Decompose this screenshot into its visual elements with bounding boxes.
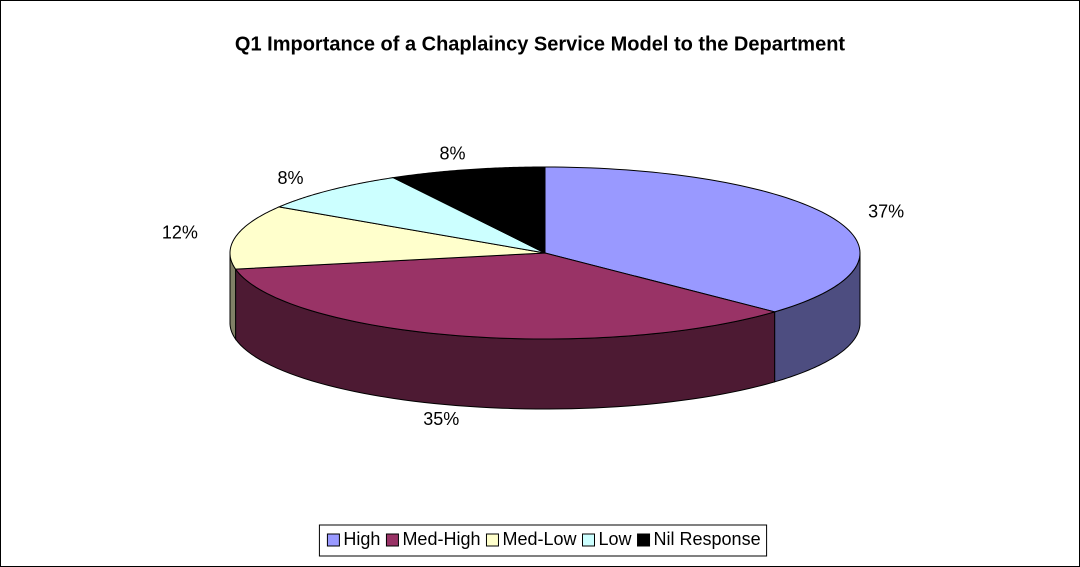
legend-label: Med-High — [402, 529, 480, 549]
data-label: 8% — [440, 143, 466, 163]
legend-label: Low — [599, 529, 633, 549]
legend-swatch — [326, 533, 340, 547]
pie-slice — [391, 166, 546, 254]
legend-swatch — [637, 533, 651, 547]
legend-label: Nil Response — [654, 529, 761, 549]
legend-swatch — [485, 533, 499, 547]
legend-label: Med-Low — [502, 529, 577, 549]
legend-swatch — [582, 533, 595, 547]
data-label: 35% — [423, 409, 459, 429]
pie-slice — [234, 252, 777, 340]
chart-title: Q1 Importance of a Chaplaincy Service Mo… — [235, 33, 845, 55]
data-label: 37% — [868, 201, 904, 221]
pie-slice — [229, 206, 546, 270]
pie-slice — [277, 177, 546, 254]
legend-label: High — [343, 529, 380, 549]
data-label: 8% — [278, 168, 304, 188]
pie-slice — [544, 166, 861, 313]
legend-swatch — [385, 533, 399, 547]
legend: High Med-High Med-Low Low Nil Response — [318, 524, 768, 557]
data-label: 12% — [162, 223, 198, 243]
